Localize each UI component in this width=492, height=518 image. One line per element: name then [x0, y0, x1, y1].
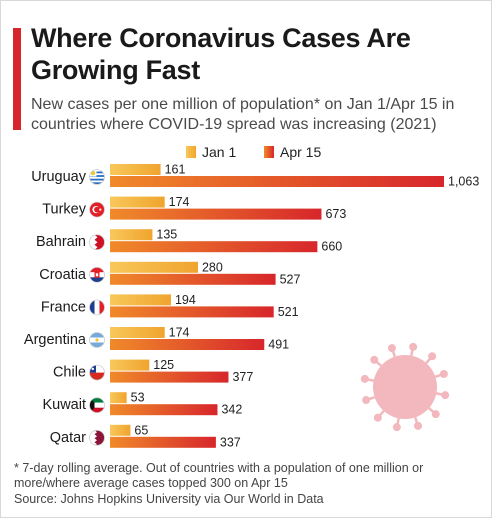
bar-apr15 — [110, 371, 229, 383]
value-label: 135 — [156, 228, 177, 242]
value-label: 280 — [202, 260, 223, 274]
category-label: Croatia — [39, 267, 87, 283]
category-label: Uruguay — [31, 169, 87, 185]
bar-chart: Jan 1 Apr 15 Uruguay 161 1,063 Turkey 174 673 B… — [24, 144, 479, 450]
bar-apr15 — [110, 436, 216, 448]
value-label: 65 — [134, 423, 148, 437]
bar-apr15 — [110, 273, 276, 285]
value-label: 125 — [153, 358, 174, 372]
bar-jan1 — [110, 294, 171, 306]
legend-label-1: Apr 15 — [280, 144, 321, 160]
title-accent-bar — [13, 28, 21, 130]
bar-apr15 — [110, 339, 265, 350]
bar-apr15 — [110, 176, 444, 187]
category-label: Turkey — [42, 202, 87, 218]
row-turkey: Turkey 174 673 — [42, 195, 346, 221]
bahrain-flag-icon — [89, 234, 105, 251]
bar-jan1 — [110, 196, 165, 208]
category-label: Argentina — [24, 332, 87, 348]
value-label: 521 — [278, 305, 299, 319]
category-label: Qatar — [50, 430, 86, 446]
chart-legend: Jan 1 Apr 15 — [186, 144, 321, 160]
uruguay-flag-icon — [89, 169, 105, 185]
value-label: 174 — [169, 195, 190, 209]
chart-rows: Uruguay 161 1,063 Turkey 174 673 Bahrain 135 660… — [24, 163, 479, 450]
bar-apr15 — [110, 241, 318, 253]
legend-swatch-0 — [186, 146, 196, 158]
bar-jan1 — [110, 164, 161, 175]
turkey-flag-icon — [89, 201, 105, 218]
bar-jan1 — [110, 424, 131, 436]
footnote: * 7-day rolling average. Out of countrie… — [14, 461, 424, 490]
legend-swatch-1 — [264, 146, 274, 158]
bar-jan1 — [110, 327, 165, 338]
chart-subtitle: New cases per one million of population*… — [31, 96, 455, 133]
row-qatar: Qatar 65 337 — [50, 423, 241, 449]
value-label: 342 — [221, 403, 242, 417]
chile-flag-icon — [89, 364, 105, 381]
coronavirus-icon — [360, 342, 450, 432]
qatar-flag-icon — [89, 429, 105, 446]
bar-apr15 — [110, 208, 322, 220]
value-label: 174 — [169, 326, 190, 340]
value-label: 53 — [131, 391, 145, 405]
bar-apr15 — [110, 404, 218, 416]
value-label: 673 — [325, 207, 346, 221]
value-label: 1,063 — [448, 175, 479, 189]
value-label: 491 — [268, 338, 289, 352]
bar-jan1 — [110, 229, 153, 241]
row-chile: Chile 125 377 — [53, 358, 253, 384]
value-label: 377 — [232, 370, 253, 384]
category-label: Bahrain — [36, 234, 86, 250]
row-uruguay: Uruguay 161 1,063 — [31, 163, 479, 189]
chart-title: Where Coronavirus Cases Are Growing Fast — [31, 23, 411, 85]
source-note: Source: Johns Hopkins University via Our… — [14, 492, 324, 506]
value-label: 337 — [220, 435, 241, 449]
category-label: France — [41, 299, 86, 315]
value-label: 527 — [280, 272, 301, 286]
kuwait-flag-icon — [89, 397, 105, 414]
bar-jan1 — [110, 261, 198, 273]
value-label: 660 — [321, 240, 342, 254]
legend-label-0: Jan 1 — [202, 144, 236, 160]
bar-jan1 — [110, 359, 150, 371]
row-kuwait: Kuwait 53 342 — [42, 391, 242, 417]
value-label: 194 — [175, 293, 196, 307]
value-label: 161 — [165, 163, 186, 177]
bar-apr15 — [110, 306, 274, 318]
argentina-flag-icon — [89, 332, 105, 348]
row-france: France 194 521 — [41, 293, 299, 319]
croatia-flag-icon — [89, 266, 105, 283]
france-flag-icon — [89, 299, 105, 316]
row-croatia: Croatia 280 527 — [39, 260, 300, 286]
row-argentina: Argentina 174 491 — [24, 326, 289, 352]
category-label: Kuwait — [42, 397, 86, 413]
bar-jan1 — [110, 392, 127, 404]
row-bahrain: Bahrain 135 660 — [36, 228, 342, 254]
category-label: Chile — [53, 365, 86, 381]
